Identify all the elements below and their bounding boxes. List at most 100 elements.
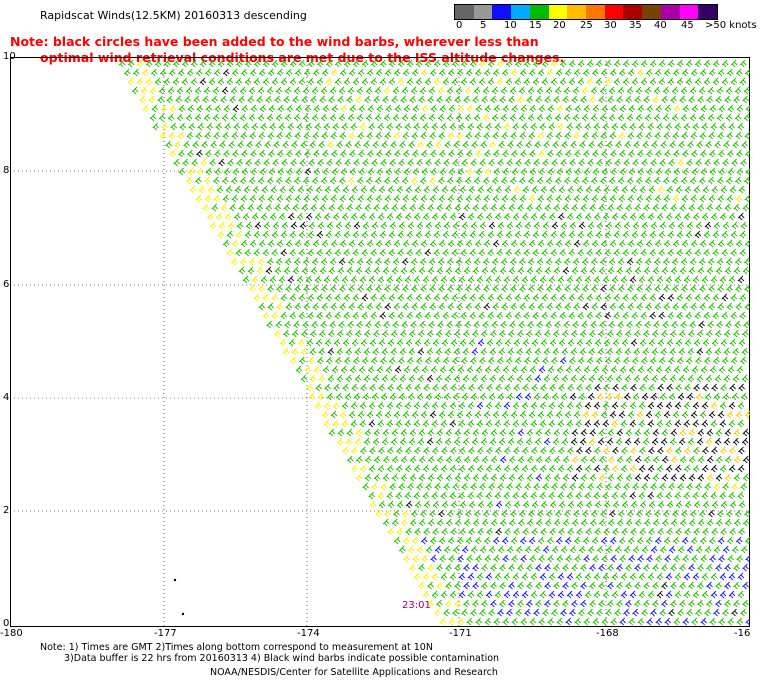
wind-barb bbox=[251, 122, 259, 131]
wind-barb bbox=[412, 149, 419, 158]
wind-barb bbox=[202, 203, 210, 212]
wind-barb bbox=[628, 365, 636, 374]
wind-barb bbox=[535, 95, 542, 104]
wind-barb bbox=[624, 347, 632, 356]
wind-barb bbox=[339, 410, 347, 419]
wind-barb bbox=[513, 338, 521, 347]
wind-barb bbox=[590, 320, 597, 329]
wind-barb bbox=[648, 383, 655, 392]
wind-barb bbox=[402, 68, 410, 77]
wind-barb bbox=[714, 140, 721, 149]
wind-barb bbox=[242, 275, 250, 284]
wind-barb bbox=[448, 149, 455, 158]
wind-barb bbox=[496, 59, 504, 68]
wind-barb bbox=[443, 545, 451, 554]
wind-barb bbox=[163, 59, 171, 68]
wind-barb bbox=[342, 185, 350, 194]
wind-barb bbox=[305, 275, 313, 284]
wind-barb bbox=[408, 347, 416, 356]
wind-barb bbox=[473, 113, 481, 122]
wind-barb bbox=[434, 608, 441, 617]
wind-barb bbox=[424, 356, 432, 365]
wind-barb bbox=[641, 608, 648, 617]
wind-barb bbox=[294, 284, 301, 293]
wind-barb bbox=[604, 293, 612, 302]
wind-barb bbox=[374, 176, 382, 185]
wind-barb bbox=[316, 230, 324, 239]
wind-barb bbox=[524, 158, 531, 167]
wind-barb bbox=[459, 383, 466, 392]
wind-barb bbox=[519, 536, 527, 545]
wind-barb bbox=[439, 365, 447, 374]
wind-barb bbox=[480, 329, 488, 338]
wind-barb bbox=[595, 59, 603, 68]
wind-barb bbox=[697, 428, 705, 437]
wind-barb bbox=[440, 491, 448, 500]
wind-barb bbox=[530, 401, 538, 410]
wind-barb bbox=[500, 257, 508, 266]
wind-barb bbox=[676, 293, 684, 302]
wind-barb bbox=[499, 473, 507, 482]
wind-barb bbox=[691, 554, 698, 563]
wind-barb bbox=[355, 455, 363, 464]
wind-barb bbox=[384, 131, 392, 140]
wind-barb bbox=[650, 608, 657, 617]
wind-barb bbox=[667, 248, 675, 257]
wind-barb bbox=[365, 176, 373, 185]
wind-barb bbox=[367, 104, 375, 113]
wind-barb bbox=[339, 302, 347, 311]
wind-barb bbox=[735, 239, 743, 248]
wind-barb bbox=[512, 572, 520, 581]
wind-barb bbox=[501, 284, 508, 293]
wind-barb bbox=[611, 491, 619, 500]
wind-barb bbox=[569, 392, 577, 401]
wind-barb bbox=[271, 311, 279, 320]
wind-barb bbox=[477, 338, 485, 347]
wind-barb bbox=[488, 608, 495, 617]
wind-barb bbox=[357, 410, 365, 419]
wind-barb bbox=[361, 356, 369, 365]
wind-barb bbox=[245, 221, 253, 230]
wind-barb bbox=[522, 500, 530, 509]
wind-barb bbox=[688, 599, 695, 608]
map-title: Rapidscat Winds(12.5KM) 20160313 descend… bbox=[40, 9, 307, 22]
wind-barb bbox=[377, 491, 385, 500]
wind-barb bbox=[378, 383, 385, 392]
wind-barb bbox=[526, 518, 534, 527]
wind-barb bbox=[557, 590, 565, 599]
wind-barb bbox=[713, 608, 720, 617]
wind-barb bbox=[343, 293, 351, 302]
wind-barb bbox=[659, 221, 667, 230]
wind-barb bbox=[462, 329, 470, 338]
wind-barb bbox=[724, 203, 732, 212]
wind-barb bbox=[472, 518, 480, 527]
wind-barb bbox=[409, 563, 416, 572]
wind-barb bbox=[734, 86, 742, 95]
wind-barb bbox=[333, 185, 341, 194]
wind-barb bbox=[728, 590, 736, 599]
wind-barb bbox=[546, 131, 554, 140]
wind-barb bbox=[743, 86, 750, 95]
wind-barb bbox=[622, 356, 630, 365]
wind-barb bbox=[624, 437, 632, 446]
wind-barb bbox=[423, 383, 430, 392]
wind-barb bbox=[537, 239, 545, 248]
wind-barb bbox=[611, 122, 619, 131]
wind-barb bbox=[390, 140, 397, 149]
wind-barb bbox=[306, 185, 314, 194]
wind-barb bbox=[620, 464, 628, 473]
wind-barb bbox=[559, 248, 567, 257]
wind-barb bbox=[300, 374, 308, 383]
wind-barb bbox=[512, 590, 520, 599]
wind-barb bbox=[667, 230, 675, 239]
wind-barb bbox=[466, 104, 474, 113]
wind-barb bbox=[478, 77, 486, 86]
wind-barb bbox=[262, 311, 270, 320]
wind-barb bbox=[257, 176, 265, 185]
wind-barb bbox=[518, 176, 526, 185]
wind-barb bbox=[584, 212, 592, 221]
wind-barb bbox=[578, 158, 585, 167]
wind-barb bbox=[522, 185, 530, 194]
wind-barb bbox=[736, 149, 743, 158]
wind-barb bbox=[328, 428, 336, 437]
